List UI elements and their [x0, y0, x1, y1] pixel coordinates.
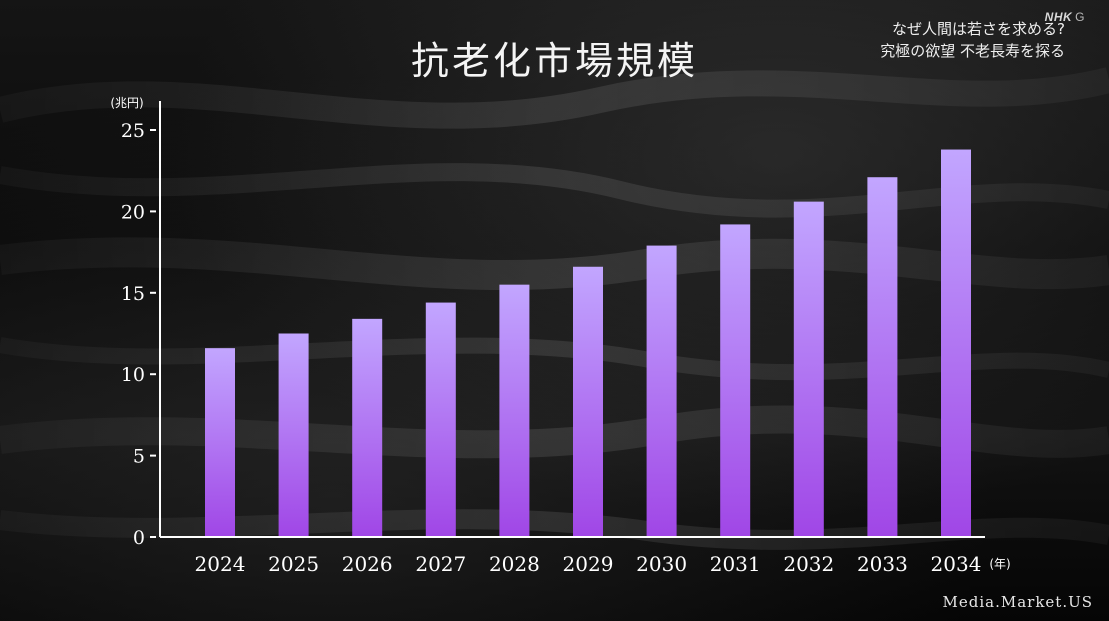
axis-labels: 2024 2025 2026 2027 2028 2029 2030 2031 2032 2033… — [110, 96, 1010, 576]
x-tick-label: 2024 — [195, 552, 246, 576]
y-tick-label: 5 — [133, 446, 145, 468]
bar-2029 — [573, 266, 603, 537]
bar-group — [205, 149, 971, 537]
axes — [150, 101, 985, 538]
y-tick-label: 15 — [121, 283, 145, 305]
y-tick-label: 10 — [121, 364, 145, 386]
bar-2026 — [352, 318, 383, 537]
logo-channel: G — [1075, 10, 1085, 24]
bar-2032 — [793, 201, 824, 537]
x-tick-label: 2031 — [710, 552, 761, 576]
logo-brand: NHK — [1044, 10, 1073, 24]
bar-2034 — [941, 149, 971, 537]
y-tick-label: 0 — [133, 527, 145, 549]
x-tick-label: 2029 — [563, 552, 614, 576]
chart-title: 抗老化市場規模 — [410, 39, 698, 83]
bar-2033 — [867, 177, 898, 537]
bar-2028 — [499, 284, 530, 537]
y-axis-unit-label: (兆円) — [110, 96, 143, 110]
x-tick-label: 2033 — [857, 552, 908, 576]
x-tick-label: 2025 — [268, 552, 319, 576]
x-tick-label: 2026 — [342, 552, 393, 576]
program-title-line2: 究極の欲望 不老長寿を探る — [880, 42, 1065, 60]
bar-2025 — [278, 333, 309, 537]
x-tick-label: 2030 — [636, 552, 687, 576]
bar-2024 — [205, 348, 235, 537]
x-axis-unit-label: (年) — [989, 557, 1010, 571]
y-tick-label: 20 — [121, 201, 145, 223]
x-tick-label: 2032 — [783, 552, 834, 576]
program-title-line1: なぜ人間は若さを求める? — [892, 20, 1065, 38]
x-tick-label: 2034 — [931, 552, 982, 576]
program-title: なぜ人間は若さを求める? 究極の欲望 不老長寿を探る — [880, 18, 1065, 62]
bar-2031 — [720, 224, 751, 537]
y-tick-label: 25 — [121, 120, 145, 142]
bar-2027 — [425, 302, 456, 537]
x-tick-label: 2028 — [489, 552, 540, 576]
data-source: Media.Market.US — [942, 593, 1093, 611]
broadcaster-logo: NHK G — [1045, 10, 1085, 24]
x-tick-label: 2027 — [415, 552, 466, 576]
bar-2030 — [646, 245, 677, 537]
